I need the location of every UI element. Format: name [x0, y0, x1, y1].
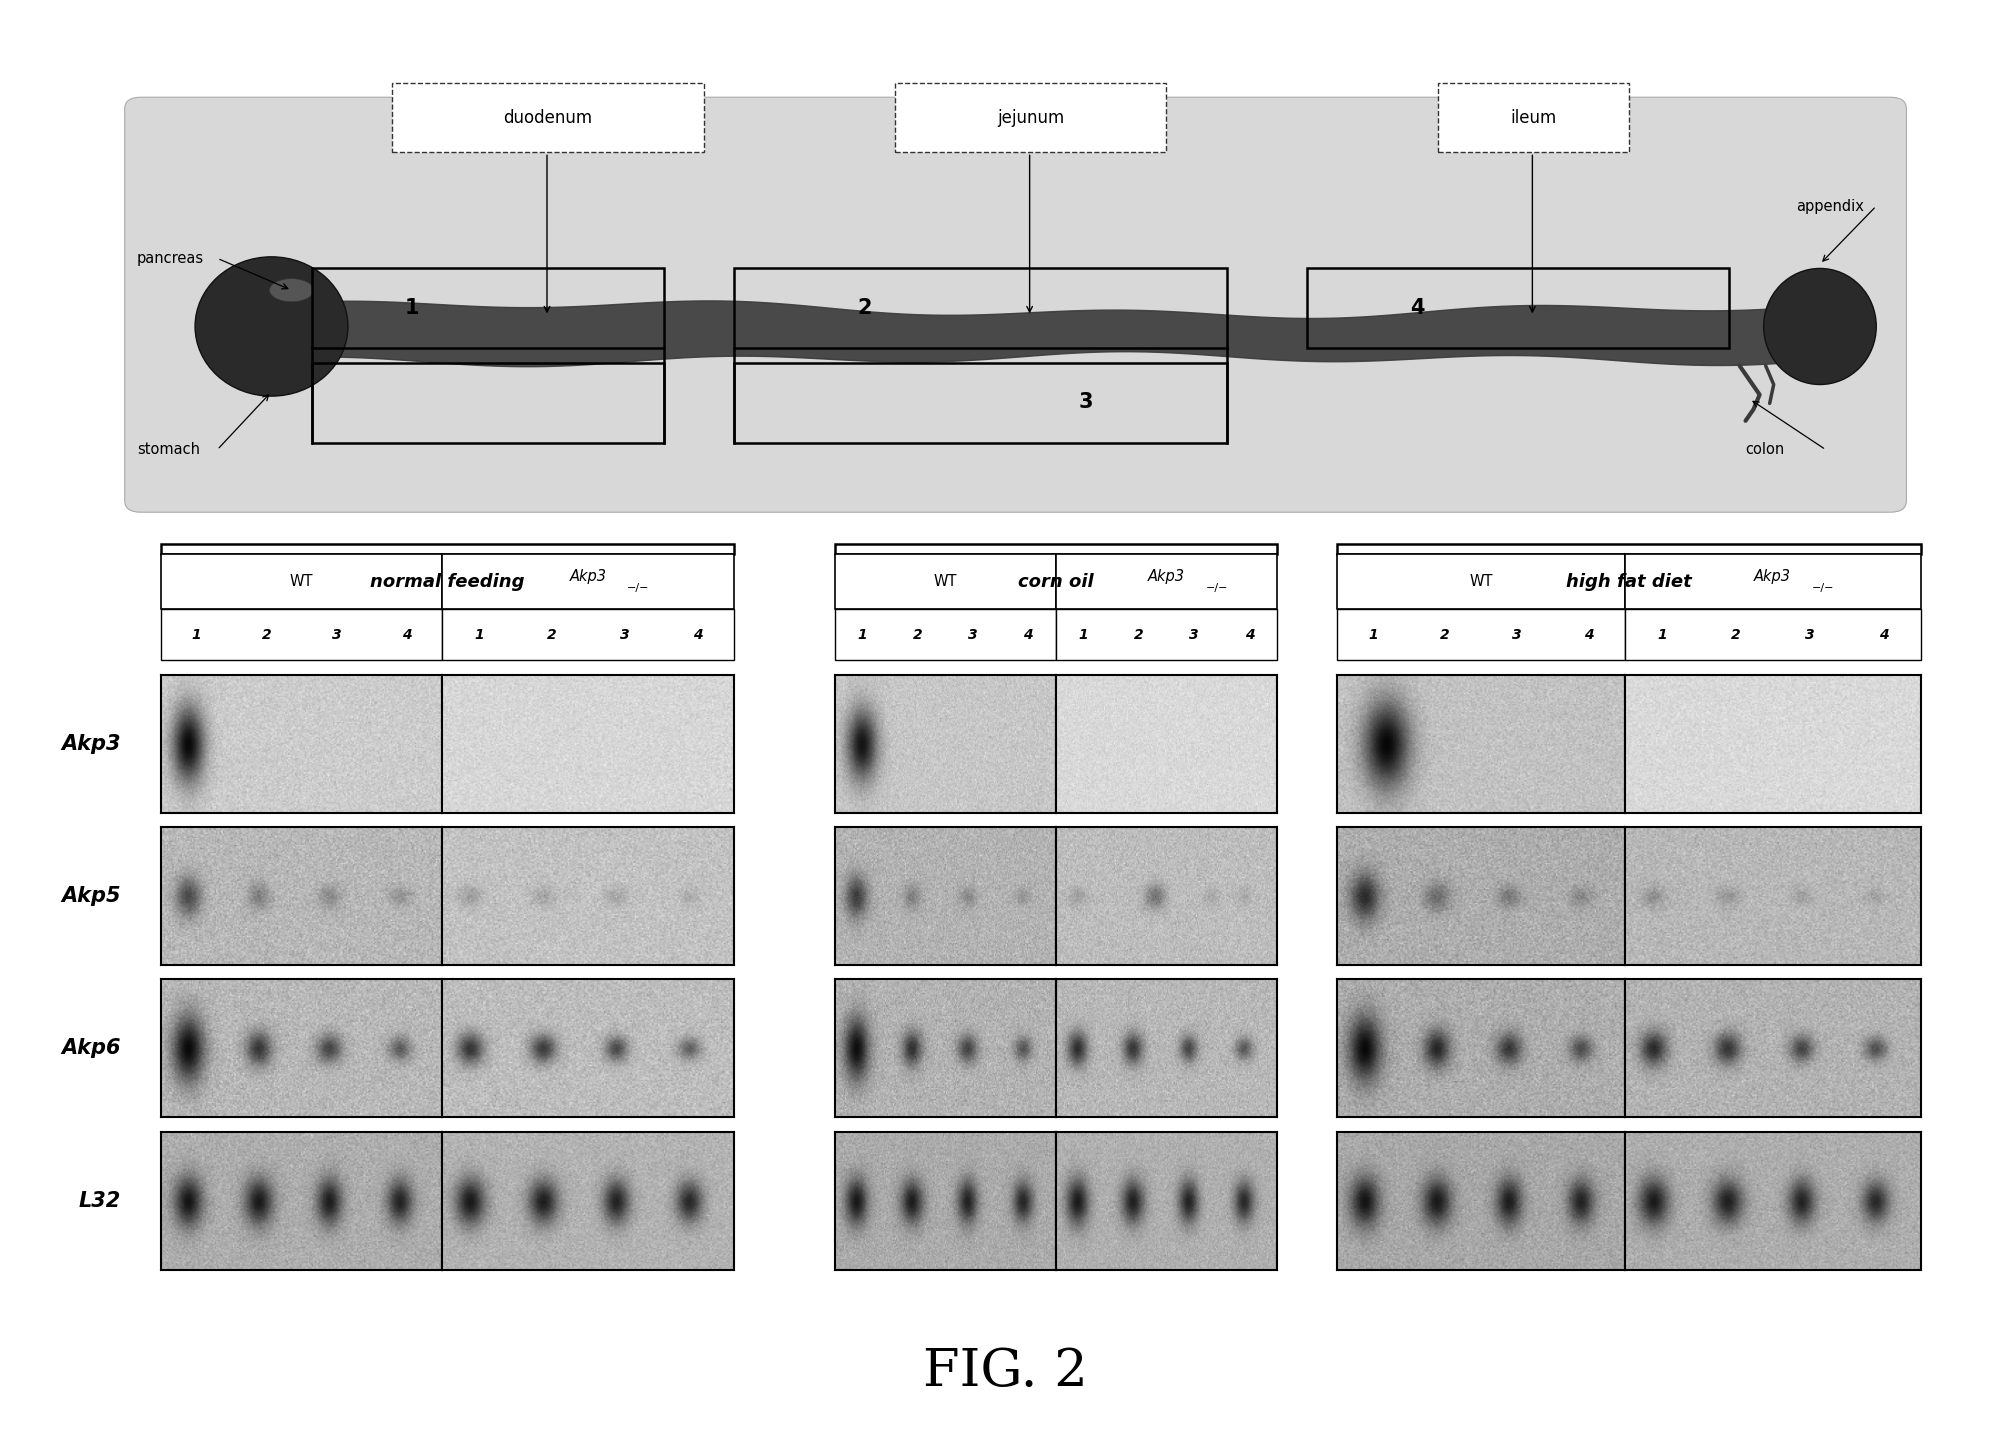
Text: 2: 2	[1134, 628, 1144, 641]
Text: 1: 1	[475, 628, 485, 641]
Text: Akp6: Akp6	[60, 1039, 121, 1058]
Text: 3: 3	[1804, 628, 1814, 641]
Bar	[442, 609, 734, 660]
Bar	[1438, 83, 1629, 152]
FancyBboxPatch shape	[125, 97, 1906, 512]
Text: 4: 4	[1024, 628, 1034, 641]
Text: high fat diet: high fat diet	[1567, 573, 1691, 591]
Text: pancreas: pancreas	[137, 251, 203, 266]
Text: 1: 1	[191, 628, 201, 641]
Text: 3: 3	[332, 628, 342, 641]
Text: stomach: stomach	[137, 443, 199, 457]
Text: 3: 3	[967, 628, 977, 641]
Text: −/−: −/−	[1205, 583, 1229, 592]
Text: 3: 3	[1189, 628, 1199, 641]
Text: 1: 1	[1657, 628, 1667, 641]
Bar	[161, 544, 734, 554]
Text: colon: colon	[1746, 443, 1786, 457]
Text: Akp5: Akp5	[60, 887, 121, 905]
Text: 3: 3	[1078, 392, 1094, 412]
Bar	[734, 268, 1227, 348]
Text: 2: 2	[913, 628, 923, 641]
Bar	[734, 363, 1227, 443]
Bar	[1307, 268, 1729, 348]
Text: duodenum: duodenum	[503, 109, 593, 126]
Bar	[1056, 609, 1277, 660]
Text: Akp3: Akp3	[1754, 569, 1792, 583]
Text: WT: WT	[933, 575, 957, 589]
Bar	[1337, 609, 1625, 660]
Bar	[312, 268, 664, 348]
Bar	[442, 554, 734, 609]
Text: 2: 2	[857, 297, 873, 318]
Bar	[835, 544, 1277, 554]
Ellipse shape	[1764, 268, 1876, 385]
Ellipse shape	[269, 279, 314, 302]
Text: 2: 2	[547, 628, 557, 641]
Text: FIG. 2: FIG. 2	[923, 1345, 1088, 1397]
Bar	[312, 363, 664, 443]
Text: 3: 3	[1512, 628, 1522, 641]
Text: 4: 4	[692, 628, 702, 641]
Text: 2: 2	[1440, 628, 1450, 641]
Text: −/−: −/−	[627, 583, 650, 592]
Bar	[1625, 554, 1921, 609]
Text: WT: WT	[1470, 575, 1492, 589]
Text: 1: 1	[404, 297, 420, 318]
Text: 3: 3	[619, 628, 629, 641]
Text: 2: 2	[1731, 628, 1742, 641]
Text: 4: 4	[1245, 628, 1255, 641]
Text: 2: 2	[261, 628, 271, 641]
Bar	[392, 83, 704, 152]
Text: −/−: −/−	[1812, 583, 1834, 592]
Text: L32: L32	[78, 1191, 121, 1210]
Text: Akp3: Akp3	[1148, 569, 1184, 583]
Text: 4: 4	[1410, 297, 1426, 318]
Bar	[835, 554, 1056, 609]
Bar	[1337, 544, 1921, 554]
Bar	[1337, 554, 1625, 609]
Bar	[161, 554, 442, 609]
Text: WT: WT	[290, 575, 314, 589]
Bar	[1625, 609, 1921, 660]
Text: 1: 1	[1078, 628, 1088, 641]
Text: normal feeding: normal feeding	[370, 573, 525, 591]
Bar	[161, 609, 442, 660]
Text: 1: 1	[857, 628, 867, 641]
Text: Akp3: Akp3	[569, 569, 607, 583]
Text: jejunum: jejunum	[997, 109, 1064, 126]
Bar	[1056, 554, 1277, 609]
Ellipse shape	[195, 257, 348, 396]
Text: corn oil: corn oil	[1018, 573, 1094, 591]
Text: 4: 4	[1878, 628, 1888, 641]
Text: Akp3: Akp3	[60, 734, 121, 753]
Bar	[835, 609, 1056, 660]
Text: ileum: ileum	[1510, 109, 1557, 126]
Text: appendix: appendix	[1796, 199, 1864, 213]
Bar	[895, 83, 1166, 152]
Text: 4: 4	[1585, 628, 1595, 641]
Text: 4: 4	[402, 628, 412, 641]
Text: 1: 1	[1367, 628, 1378, 641]
